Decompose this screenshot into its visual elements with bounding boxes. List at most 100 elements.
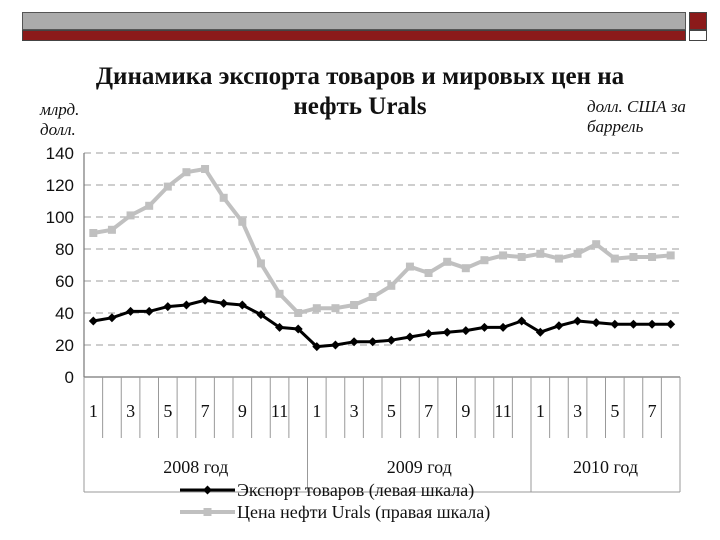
x-tick-label-9: 7 xyxy=(424,401,433,421)
export-marker-6 xyxy=(200,295,210,305)
y-tick-label-20: 20 xyxy=(55,336,74,355)
oil-price-marker-22 xyxy=(499,251,508,260)
oil-price-marker-5 xyxy=(182,168,191,177)
y-tick-label-60: 60 xyxy=(55,272,74,291)
oil-price-marker-11 xyxy=(294,309,303,317)
export-marker-27 xyxy=(591,318,601,328)
chart-legend: Экспорт товаров (левая шкала) Цена нефти… xyxy=(180,479,490,523)
export-marker-14 xyxy=(349,337,359,347)
export-marker-31 xyxy=(666,319,676,329)
oil-price-marker-26 xyxy=(573,249,582,258)
export-marker-29 xyxy=(628,319,638,329)
oil-price-marker-30 xyxy=(648,253,657,261)
export-marker-21 xyxy=(479,322,489,332)
export-marker-5 xyxy=(181,300,191,310)
x-tick-label-10: 9 xyxy=(461,401,470,421)
export-marker-10 xyxy=(275,322,285,332)
x-tick-label-13: 3 xyxy=(573,401,582,421)
export-marker-28 xyxy=(610,319,620,329)
oil-price-marker-25 xyxy=(554,254,563,263)
export-marker-30 xyxy=(647,319,657,329)
y-tick-label-40: 40 xyxy=(55,304,74,323)
x-group-label-2: 2010 год xyxy=(573,457,638,477)
export-marker-7 xyxy=(219,298,229,308)
slide-header-accent-bar xyxy=(22,30,686,41)
slide-corner-block-top xyxy=(689,12,707,30)
x-tick-label-5: 11 xyxy=(271,401,288,421)
oil-price-marker-28 xyxy=(610,254,619,263)
x-group-label-0: 2008 год xyxy=(163,457,228,477)
oil-price-marker-23 xyxy=(517,253,526,261)
oil-price-marker-14 xyxy=(350,301,359,309)
oil-price-marker-21 xyxy=(480,256,489,265)
oil-price-marker-19 xyxy=(443,257,452,266)
legend-line-gray-square xyxy=(180,508,235,516)
x-tick-label-3: 7 xyxy=(201,401,210,421)
export-marker-17 xyxy=(405,332,415,342)
export-marker-23 xyxy=(517,316,527,326)
x-tick-label-6: 1 xyxy=(312,401,321,421)
export-marker-8 xyxy=(237,300,247,310)
x-tick-label-14: 5 xyxy=(610,401,619,421)
export-marker-24 xyxy=(535,327,545,337)
x-tick-label-8: 5 xyxy=(387,401,396,421)
y-tick-label-140: 140 xyxy=(46,144,74,163)
legend-label-export: Экспорт товаров (левая шкала) xyxy=(237,479,475,500)
export-marker-2 xyxy=(126,306,136,316)
slide-corner-block-bottom xyxy=(689,30,707,41)
y-tick-label-100: 100 xyxy=(46,208,74,227)
x-tick-label-4: 9 xyxy=(238,401,247,421)
export-marker-9 xyxy=(256,310,266,320)
legend-item-export: Экспорт товаров (левая шкала) xyxy=(180,479,490,501)
oil-price-marker-15 xyxy=(368,293,377,301)
x-tick-label-15: 7 xyxy=(648,401,657,421)
oil-price-marker-20 xyxy=(461,264,470,273)
oil-price-marker-9 xyxy=(256,259,265,268)
x-tick-label-1: 3 xyxy=(126,401,135,421)
oil-price-marker-29 xyxy=(629,253,638,261)
oil-price-marker-1 xyxy=(107,225,116,234)
oil-price-marker-7 xyxy=(219,193,228,202)
x-group-label-1: 2009 год xyxy=(387,457,452,477)
y-axis-unit-right: долл. США за баррель xyxy=(587,97,686,136)
oil-price-marker-31 xyxy=(666,251,675,260)
series-line-export xyxy=(93,298,671,349)
x-tick-label-0: 1 xyxy=(89,401,98,421)
oil-price-marker-18 xyxy=(424,269,433,277)
x-tick-label-2: 5 xyxy=(163,401,172,421)
y-tick-label-0: 0 xyxy=(65,368,74,387)
oil-price-marker-16 xyxy=(387,281,396,290)
export-marker-0 xyxy=(88,316,98,326)
export-marker-11 xyxy=(293,324,303,334)
export-marker-26 xyxy=(573,316,583,326)
oil-price-marker-3 xyxy=(145,201,154,210)
oil-price-marker-2 xyxy=(126,211,135,220)
export-marker-3 xyxy=(144,306,154,316)
export-marker-1 xyxy=(107,313,117,323)
oil-price-marker-4 xyxy=(163,182,172,191)
legend-line-black-diamond xyxy=(180,485,235,495)
oil-price-marker-0 xyxy=(89,229,98,237)
oil-price-marker-12 xyxy=(312,304,321,313)
x-tick-label-12: 1 xyxy=(536,401,545,421)
x-tick-label-11: 11 xyxy=(494,401,511,421)
x-tick-label-7: 3 xyxy=(350,401,359,421)
oil-price-marker-27 xyxy=(592,240,601,249)
legend-item-oil-price: Цена нефти Urals (правая шкала) xyxy=(180,501,490,523)
export-marker-4 xyxy=(163,302,173,312)
export-marker-20 xyxy=(461,326,471,336)
export-marker-25 xyxy=(554,321,564,331)
export-marker-18 xyxy=(424,329,434,339)
legend-label-oil-price: Цена нефти Urals (правая шкала) xyxy=(237,501,491,522)
oil-price-marker-8 xyxy=(238,217,247,226)
oil-price-marker-10 xyxy=(275,289,284,298)
export-marker-22 xyxy=(498,322,508,332)
slide-header-bar xyxy=(22,12,686,30)
oil-price-marker-17 xyxy=(405,262,414,271)
export-marker-19 xyxy=(442,327,452,337)
export-marker-16 xyxy=(386,335,396,345)
y-axis-unit-left: млрд. долл. xyxy=(40,100,80,139)
oil-price-marker-6 xyxy=(201,165,210,173)
oil-price-marker-24 xyxy=(536,249,545,258)
